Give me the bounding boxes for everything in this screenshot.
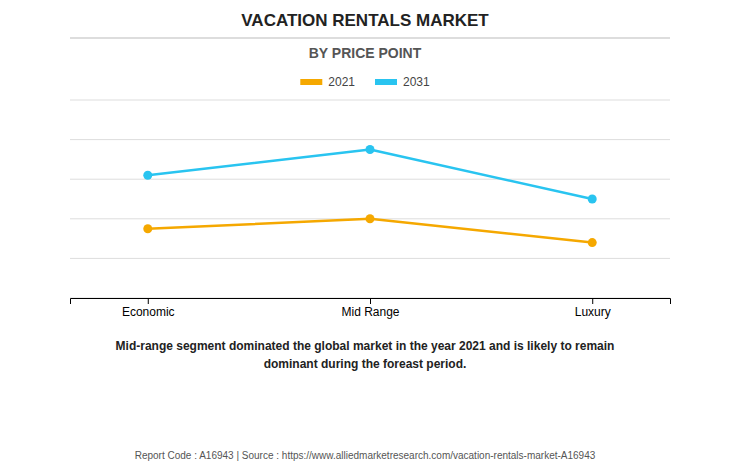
grid-line [70, 139, 670, 140]
x-axis-line [71, 299, 671, 305]
title-divider [70, 38, 670, 39]
x-tick-label: Mid Range [341, 305, 399, 319]
subtitle: BY PRICE POINT [309, 45, 422, 61]
x-tick-mark [592, 298, 593, 304]
x-tick: Mid Range [341, 298, 399, 319]
x-tick-label: Economic [122, 305, 175, 319]
x-tick: Economic [122, 298, 175, 319]
legend-label: 2021 [328, 75, 355, 89]
x-tick: Luxury [575, 298, 611, 319]
point [366, 214, 375, 223]
legend-label: 2031 [403, 75, 430, 89]
legend-item: 2031 [375, 75, 430, 89]
legend-swatch [375, 79, 397, 85]
footer: Report Code : A16943 | Source : https://… [135, 450, 596, 461]
legend-item: 2021 [300, 75, 355, 89]
legend: 2021 2031 [300, 75, 430, 89]
grid-line [70, 258, 670, 259]
x-tick-label: Luxury [575, 305, 611, 319]
x-tick-mark [370, 298, 371, 304]
point [143, 224, 152, 233]
point [143, 171, 152, 180]
point [588, 195, 597, 204]
annotation: Mid-range segment dominated the global m… [116, 339, 615, 371]
point [366, 145, 375, 154]
marks [143, 145, 596, 247]
x-tick-mark [148, 298, 149, 304]
chart: VACATION RENTALS MARKET BY PRICE POINT Eco… [0, 0, 730, 473]
point [588, 238, 597, 247]
x-axis: Economic Mid Range Luxury [71, 298, 671, 319]
legend-swatch [300, 79, 322, 85]
grid-line [70, 100, 670, 101]
grid [70, 100, 670, 298]
title: VACATION RENTALS MARKET [241, 11, 489, 30]
series-line [148, 150, 592, 200]
grid-line [70, 179, 670, 180]
